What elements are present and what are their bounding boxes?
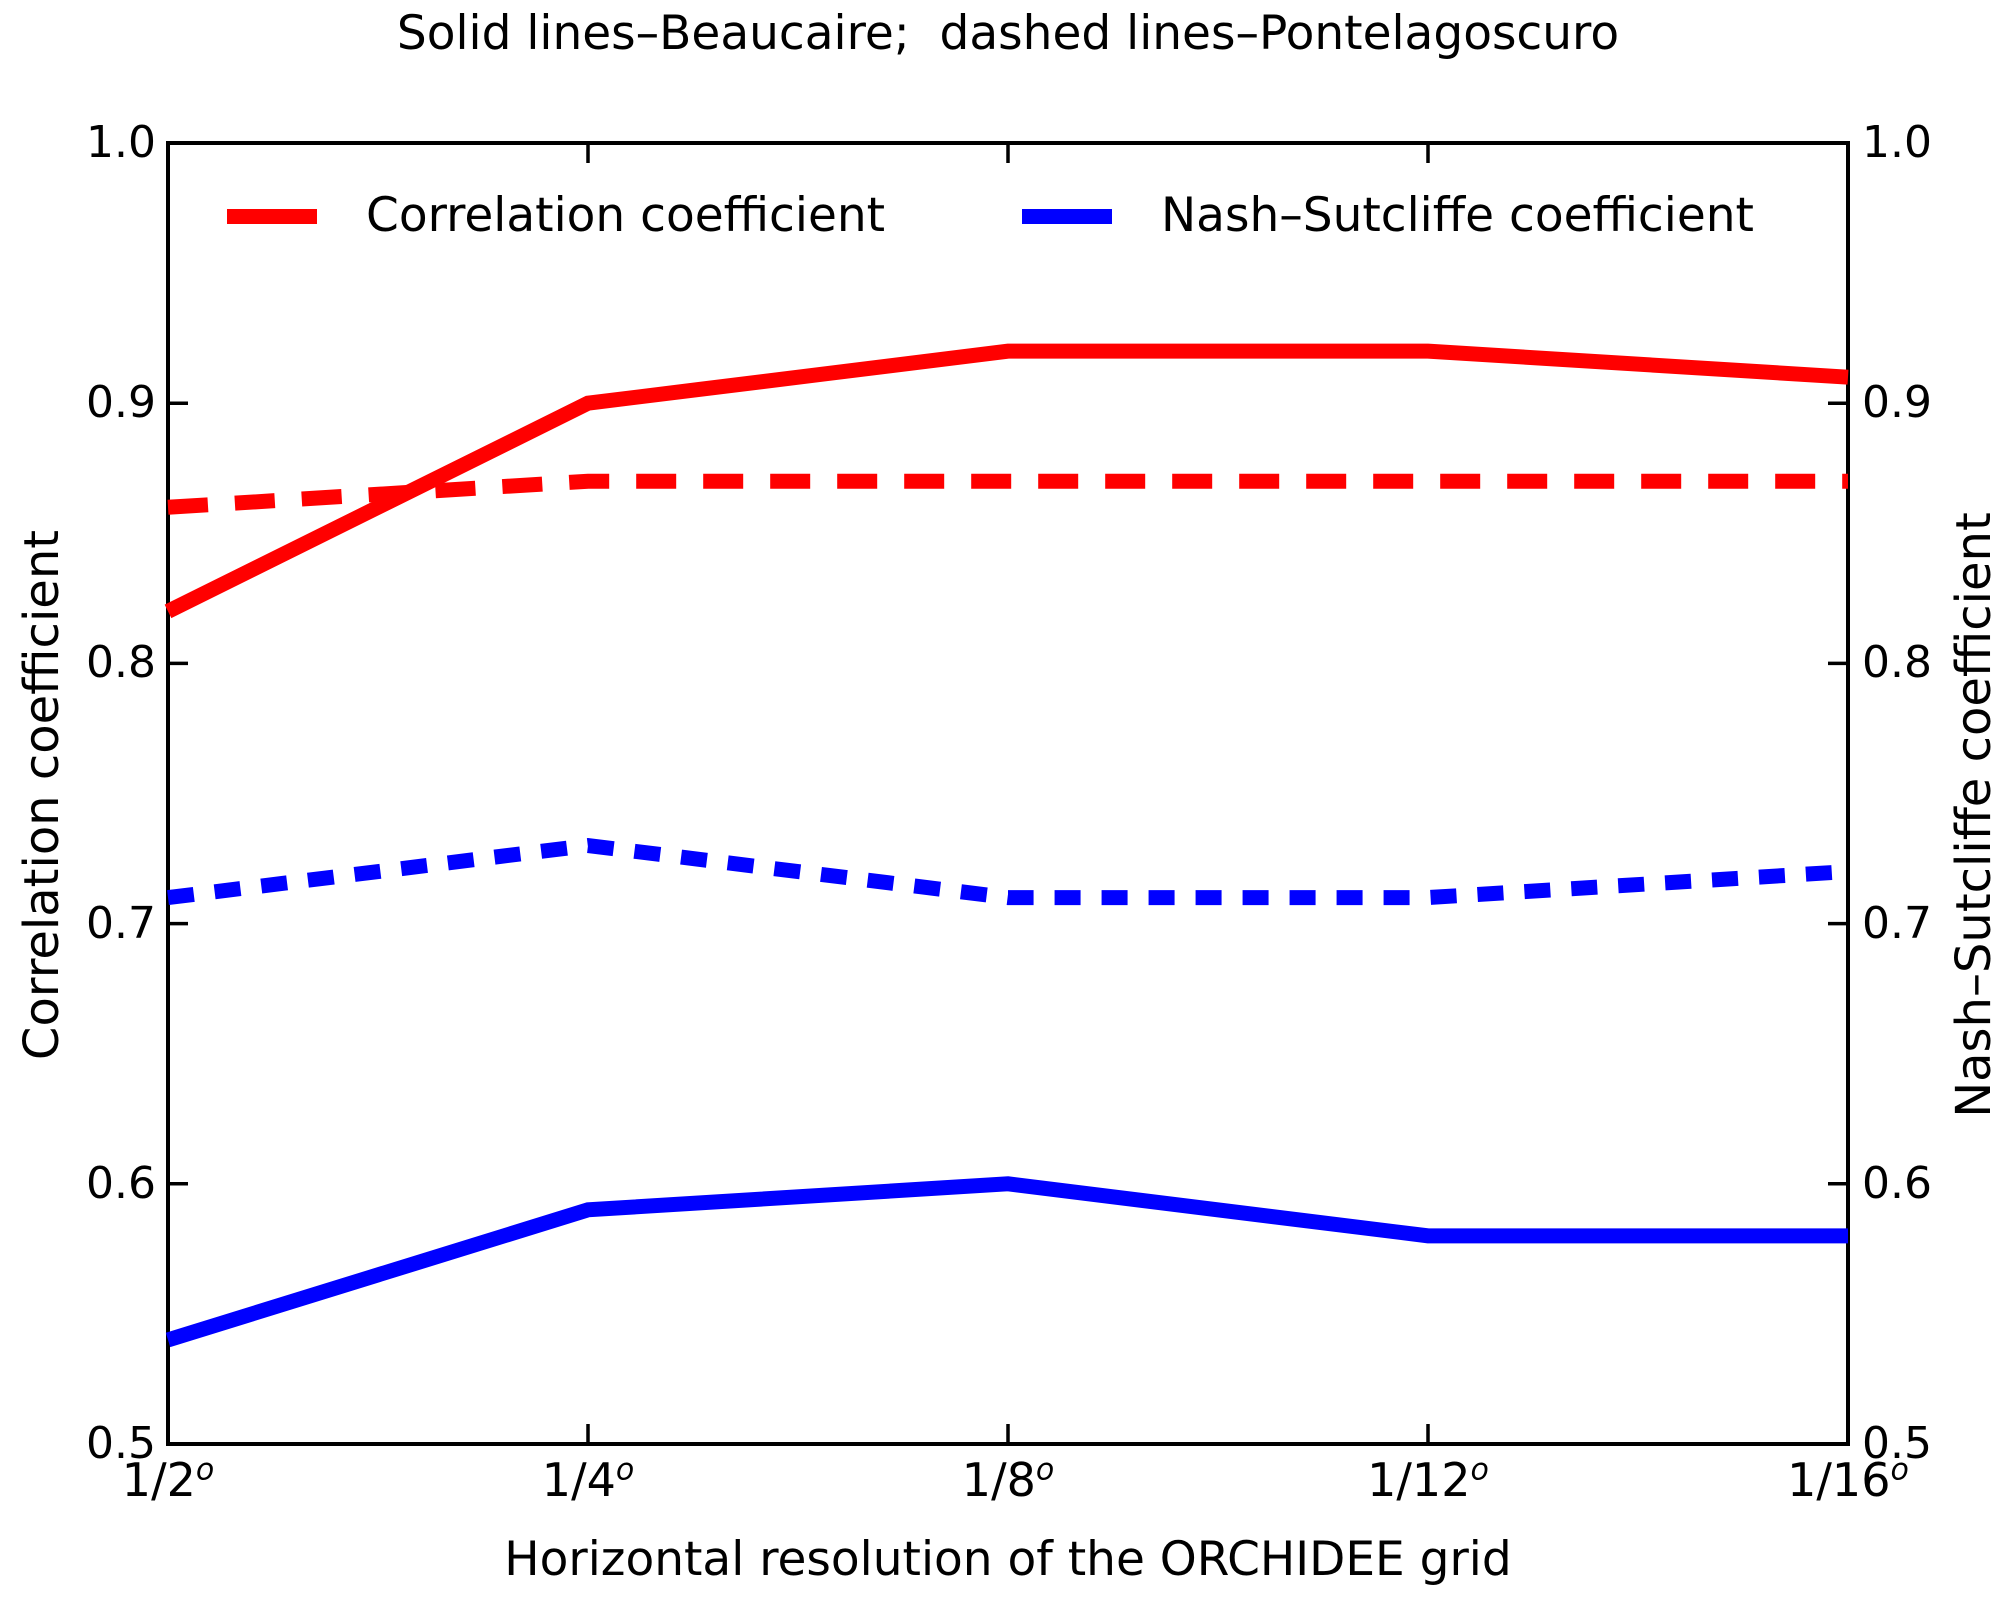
y-tick-label-right: 0.7 — [1862, 897, 1932, 949]
y-tick-label-left: 0.9 — [86, 377, 156, 429]
y-tick-label-right: 0.5 — [1862, 1418, 1932, 1469]
series-line-3 — [165, 1176, 1848, 1348]
x-tick-label: 1/2o — [121, 1452, 215, 1507]
y-tick-label-right: 1.0 — [1862, 117, 1932, 168]
y-tick-label-right: 0.6 — [1862, 1157, 1932, 1209]
series-line-1 — [167, 473, 1848, 515]
x-tick-label: 1/16o — [1787, 1452, 1909, 1507]
chart-title: Solid lines–Beaucaire; dashed lines–Pont… — [396, 6, 1620, 61]
y-tick-label-right: 0.8 — [1862, 637, 1932, 689]
y-tick-label-left: 0.7 — [86, 897, 156, 949]
series-line-0 — [164, 343, 1849, 619]
legend-item-nash-sutcliffe: Nash–Sutcliffe coefficient — [1022, 186, 1754, 246]
x-tick-label: 1/8o — [961, 1452, 1055, 1507]
y-axis-label-right: Nash–Sutcliffe coefficient — [1946, 512, 2002, 1118]
y-axis-label-left: Correlation coefficient — [14, 529, 70, 1061]
legend-item-correlation: Correlation coefficient — [227, 186, 885, 246]
y-tick-label-left: 1.0 — [86, 117, 156, 168]
y-tick-label-right: 0.9 — [1862, 377, 1932, 429]
legend-swatch-correlation — [227, 208, 317, 224]
x-tick-label: 1/4o — [541, 1452, 635, 1507]
y-tick-label-left: 0.5 — [86, 1418, 156, 1469]
y-tick-label-left: 0.8 — [86, 637, 156, 689]
x-tick-label: 1/12o — [1367, 1452, 1489, 1507]
axes-spines — [166, 141, 1850, 1446]
legend-swatch-nash-sutcliffe — [1022, 208, 1112, 224]
y-tick-label-left: 0.6 — [86, 1157, 156, 1209]
series-line-2 — [167, 837, 1849, 906]
legend-label-correlation: Correlation coefficient — [366, 188, 886, 243]
x-axis-label: Horizontal resolution of the ORCHIDEE gr… — [504, 1532, 1512, 1587]
legend-label-nash-sutcliffe: Nash–Sutcliffe coefficient — [1161, 188, 1754, 243]
